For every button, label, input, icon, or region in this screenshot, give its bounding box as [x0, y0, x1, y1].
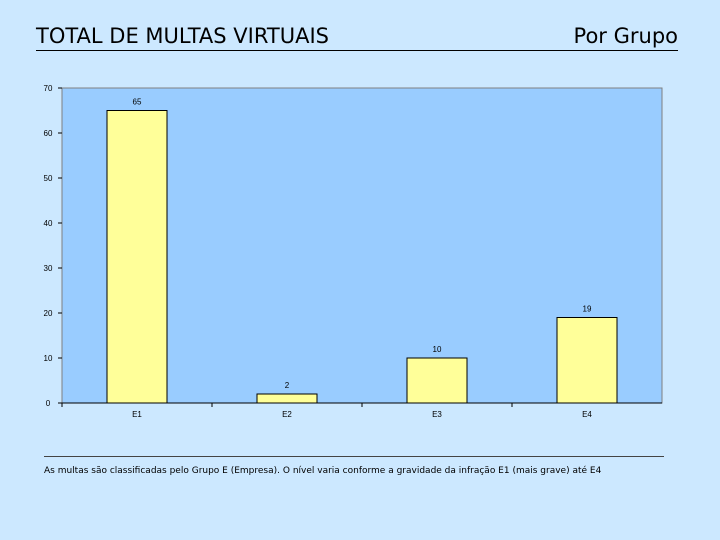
bar-e4: [556, 317, 618, 404]
bar-e2: [256, 393, 318, 404]
data-label: 10: [433, 345, 442, 354]
slide-subtitle: Por Grupo: [573, 24, 678, 48]
y-tick-label: 0: [46, 399, 51, 408]
y-tick-label: 50: [44, 174, 53, 183]
data-label: 19: [583, 305, 592, 314]
data-label: 2: [285, 381, 290, 390]
y-tick-label: 10: [44, 354, 53, 363]
x-tick-label: E2: [282, 410, 292, 419]
data-label: 65: [133, 98, 142, 107]
x-tick-label: E4: [582, 410, 592, 419]
slide-title: TOTAL DE MULTAS VIRTUAIS: [36, 24, 329, 48]
footnote: As multas são classificadas pelo Grupo E…: [44, 466, 602, 476]
x-tick-label: E3: [432, 410, 442, 419]
x-tick-label: E1: [132, 410, 142, 419]
bar-e1: [106, 110, 168, 404]
slide-header: TOTAL DE MULTAS VIRTUAIS Por Grupo: [36, 22, 678, 51]
footnote-divider: [44, 456, 664, 457]
y-tick-label: 40: [44, 219, 53, 228]
bar-e3: [406, 357, 468, 404]
y-tick-label: 20: [44, 309, 53, 318]
y-tick-label: 60: [44, 129, 53, 138]
y-tick-label: 70: [44, 84, 53, 93]
y-tick-label: 30: [44, 264, 53, 273]
